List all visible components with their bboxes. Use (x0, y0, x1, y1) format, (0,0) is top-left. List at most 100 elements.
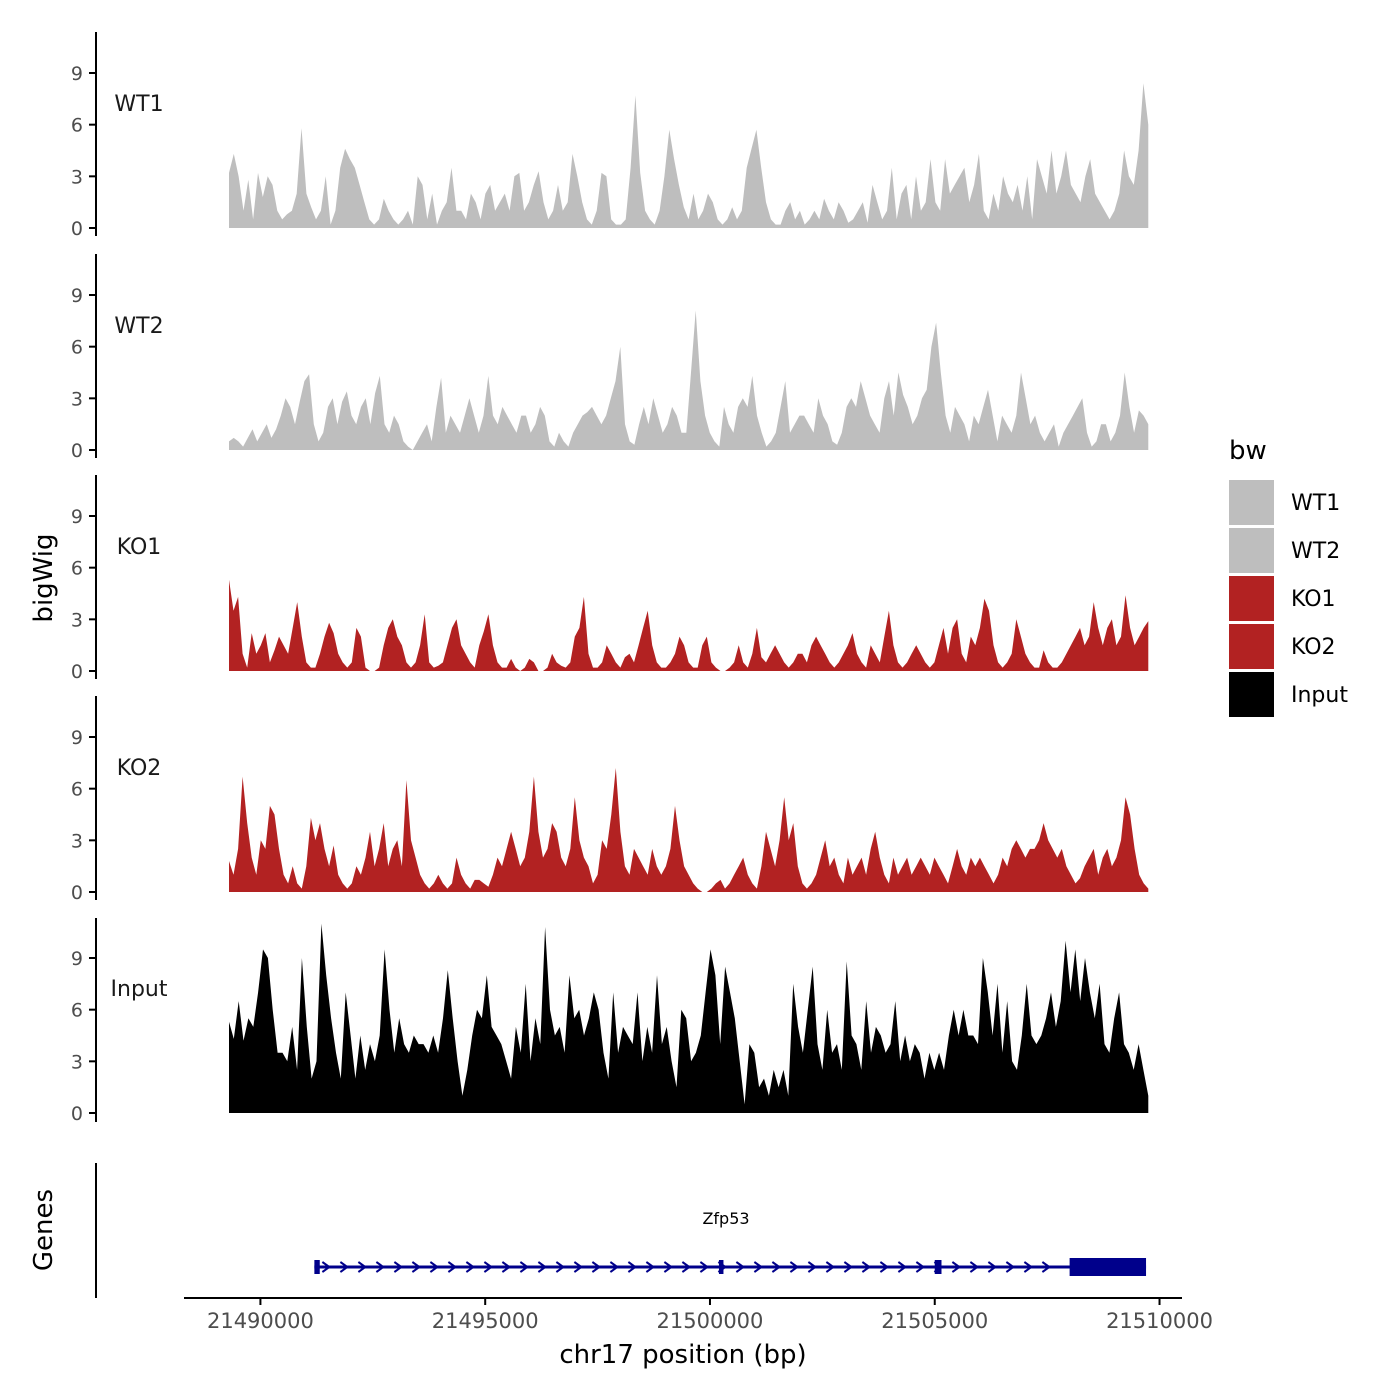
strand-arrow (591, 1261, 602, 1273)
strand-arrow (375, 1261, 386, 1273)
gene-model (314, 1258, 1147, 1276)
y-tick-label: 0 (71, 440, 83, 462)
x-tick-label: 21510000 (1106, 1309, 1213, 1333)
strand-arrow (825, 1261, 836, 1273)
coverage-area-ko1 (229, 579, 1149, 671)
strand-arrow (393, 1261, 404, 1273)
legend-label: KO1 (1291, 587, 1336, 612)
x-axis-title: chr17 position (bp) (559, 1340, 806, 1370)
strand-arrow (1005, 1261, 1016, 1273)
coverage-area-ko2 (229, 768, 1149, 892)
strand-arrow (681, 1261, 692, 1273)
x-tick-label: 21490000 (207, 1309, 314, 1333)
strand-arrow (987, 1261, 998, 1273)
legend-key (1229, 480, 1274, 525)
x-tick-label: 21495000 (432, 1309, 539, 1333)
strand-arrow (753, 1261, 764, 1273)
strand-arrow (501, 1261, 512, 1273)
strand-arrow (735, 1261, 746, 1273)
strand-arrow (861, 1261, 872, 1273)
tracks: 0 3 6 9 WT1 0 3 6 9 WT2 0 3 6 9 KO1 0 3 6 9 KO2 0 3 6 9 Input (71, 32, 1149, 1125)
y-tick-label: 6 (71, 115, 83, 137)
strand-arrow (645, 1261, 656, 1273)
legend-key (1229, 624, 1274, 669)
x-axis: 21490000 21495000 21500000 21505000 21510000 (184, 1297, 1213, 1333)
strand-arrow (519, 1261, 530, 1273)
legend: bw WT1 WT2 KO1 KO2 Input (1229, 436, 1348, 717)
y-tick-label: 9 (71, 506, 83, 528)
coverage-area-wt1 (229, 83, 1149, 228)
gene-name-label: Zfp53 (702, 1209, 749, 1228)
legend-title: bw (1229, 436, 1267, 466)
legend-label: Input (1291, 683, 1348, 708)
y-tick-label: 0 (71, 218, 83, 240)
strand-arrow (699, 1261, 710, 1273)
y-axis-title: bigWig (29, 533, 59, 622)
strand-arrow (663, 1261, 674, 1273)
strand-arrow (627, 1261, 638, 1273)
legend-key (1229, 576, 1274, 621)
track-input: 0 3 6 9 Input (71, 918, 1149, 1125)
y-tick-label: 9 (71, 63, 83, 85)
track-label: WT1 (114, 92, 163, 117)
strand-arrow (789, 1261, 800, 1273)
y-tick-label: 6 (71, 779, 83, 801)
track-label: KO1 (117, 535, 162, 560)
strand-arrow (897, 1261, 908, 1273)
track-ko1: 0 3 6 9 KO1 (71, 475, 1149, 683)
strand-arrow (537, 1261, 548, 1273)
y-tick-label: 6 (71, 1000, 83, 1022)
track-label: Input (111, 977, 168, 1002)
y-tick-label: 9 (71, 285, 83, 307)
track-ko2: 0 3 6 9 KO2 (71, 696, 1149, 904)
genes-panel: Genes Zfp53 (29, 1163, 1147, 1298)
gene-exon (934, 1260, 942, 1274)
strand-arrow (465, 1261, 476, 1273)
strand-arrow (483, 1261, 494, 1273)
strand-arrow (447, 1261, 458, 1273)
y-tick-label: 9 (71, 948, 83, 970)
legend-key (1229, 672, 1274, 717)
y-tick-label: 3 (71, 166, 83, 188)
strand-arrow (969, 1261, 980, 1273)
strand-arrow (771, 1261, 782, 1273)
strand-arrow (411, 1261, 422, 1273)
strand-arrow (1023, 1261, 1034, 1273)
legend-label: WT1 (1291, 491, 1340, 516)
strand-arrow (357, 1261, 368, 1273)
track-wt2: 0 3 6 9 WT2 (71, 254, 1149, 462)
x-tick-label: 21505000 (881, 1309, 988, 1333)
y-tick-label: 0 (71, 661, 83, 683)
legend-label: KO2 (1291, 635, 1336, 660)
gene-exon (1069, 1258, 1147, 1276)
strand-arrow (321, 1261, 332, 1273)
gene-exon (718, 1260, 724, 1274)
strand-arrow (915, 1261, 926, 1273)
y-tick-label: 9 (71, 727, 83, 749)
track-label: WT2 (114, 314, 163, 339)
y-tick-label: 0 (71, 1103, 83, 1125)
coverage-area-input (229, 923, 1149, 1113)
y-tick-label: 6 (71, 337, 83, 359)
y-tick-label: 3 (71, 830, 83, 852)
strand-arrow (951, 1261, 962, 1273)
y-tick-label: 0 (71, 882, 83, 904)
strand-arrow (807, 1261, 818, 1273)
y-tick-label: 6 (71, 558, 83, 580)
legend-key (1229, 528, 1274, 573)
strand-arrow (573, 1261, 584, 1273)
strand-arrow (555, 1261, 566, 1273)
strand-arrow (429, 1261, 440, 1273)
coverage-area-wt2 (229, 310, 1149, 450)
strand-arrow (1041, 1261, 1052, 1273)
track-label: KO2 (117, 756, 162, 781)
strand-arrow (879, 1261, 890, 1273)
gene-exon (314, 1260, 320, 1274)
y-tick-label: 3 (71, 609, 83, 631)
strand-arrow (609, 1261, 620, 1273)
strand-arrow (843, 1261, 854, 1273)
y-tick-label: 3 (71, 1051, 83, 1073)
genes-panel-label: Genes (29, 1189, 59, 1271)
strand-arrow (339, 1261, 350, 1273)
